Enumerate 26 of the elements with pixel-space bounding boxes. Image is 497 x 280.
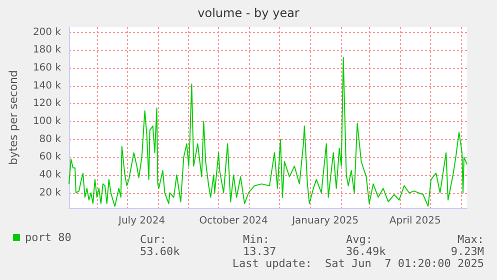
y-tick-label: 120 k	[32, 98, 62, 110]
text: 13.37	[243, 245, 276, 258]
y-tick-label: 40 k	[39, 170, 62, 181]
y-tick-label: 100 k	[32, 116, 62, 128]
text: 53.60k	[140, 245, 180, 258]
x-tick-label: January 2025	[291, 216, 359, 226]
x-tick-label: July 2024	[118, 216, 166, 226]
y-tick-label: 160 k	[32, 62, 62, 74]
y-tick-label: 60 k	[39, 152, 62, 163]
x-tick-label: October 2024	[199, 216, 268, 226]
text: Cur:	[140, 233, 166, 246]
y-tick-label: 20 k	[39, 187, 62, 198]
text: 9.23M	[450, 245, 484, 258]
chart-title: volume - by year	[198, 6, 300, 20]
y-tick-label: 140 k	[32, 80, 62, 92]
y-tick-label: 80 k	[39, 134, 62, 145]
text: Min:	[243, 233, 270, 246]
x-tick-label: April 2025	[389, 216, 441, 226]
text: 36.49k	[346, 245, 386, 258]
y-tick-label: 200 k	[32, 26, 62, 38]
y-axis-title: bytes per second	[7, 70, 20, 165]
text: Avg:	[346, 233, 372, 246]
text: Max:	[458, 233, 484, 246]
y-tick-label: 180 k	[32, 44, 62, 56]
legend-label: port 80	[25, 231, 72, 244]
text: Last update: Sat Jun 7 01:20:00 2025	[232, 257, 484, 270]
